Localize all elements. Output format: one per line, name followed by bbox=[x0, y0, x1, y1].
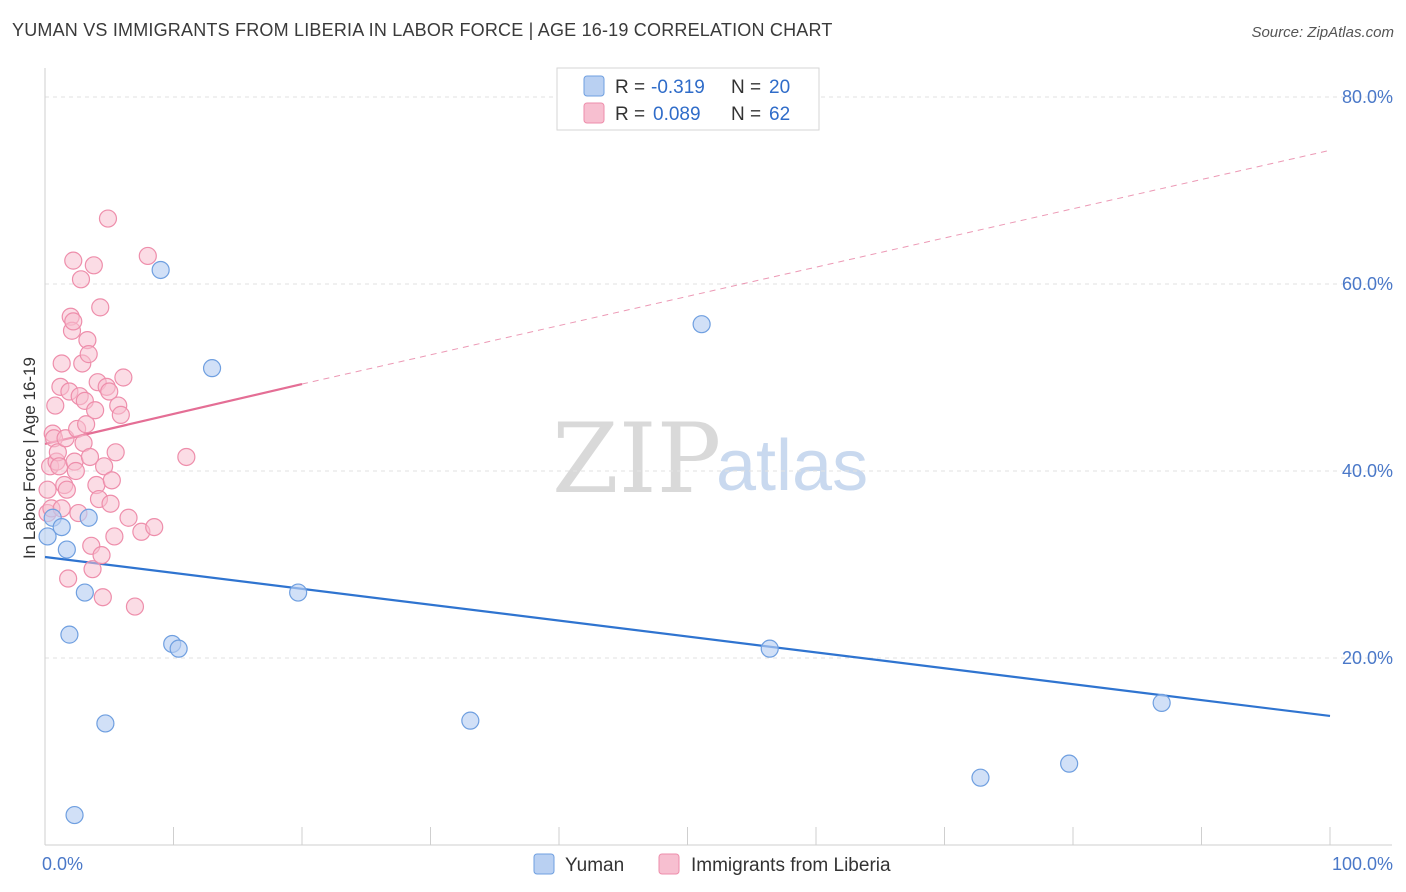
liberia-point bbox=[84, 256, 103, 275]
bottom-legend-yuman: Yuman bbox=[565, 855, 624, 876]
legend-n-label: N = bbox=[731, 104, 761, 125]
legend-r-label: R = bbox=[615, 77, 645, 98]
yuman-point bbox=[38, 527, 57, 546]
liberia-point bbox=[100, 382, 119, 401]
liberia-point bbox=[57, 480, 76, 499]
liberia-point bbox=[91, 298, 110, 317]
liberia-point bbox=[64, 251, 83, 270]
source-label: Source: ZipAtlas.com bbox=[1251, 24, 1394, 41]
yuman-point bbox=[75, 583, 94, 602]
liberia-point bbox=[102, 471, 121, 490]
chart-title: YUMAN VS IMMIGRANTS FROM LIBERIA IN LABO… bbox=[12, 20, 833, 40]
watermark-atlas: atlas bbox=[716, 426, 868, 506]
liberia-point bbox=[95, 457, 114, 476]
liberia-point bbox=[93, 588, 112, 607]
yuman-point bbox=[289, 583, 308, 602]
y-tick-label: 80.0% bbox=[1342, 87, 1393, 107]
liberia-point bbox=[138, 246, 157, 266]
liberia-point bbox=[177, 447, 196, 467]
yuman-trend-line bbox=[44, 555, 1331, 718]
legend-swatch-yuman bbox=[583, 75, 605, 97]
yuman-point bbox=[57, 540, 76, 559]
yuman-point bbox=[1152, 693, 1171, 712]
liberia-trend-line-extension bbox=[301, 149, 1331, 385]
yuman-point bbox=[692, 315, 711, 334]
liberia-point bbox=[38, 480, 57, 499]
liberia-point bbox=[80, 447, 100, 467]
yuman-point bbox=[79, 508, 98, 527]
liberia-point bbox=[66, 461, 85, 481]
legend-r-value: -0.319 bbox=[651, 77, 705, 98]
liberia-trend-line bbox=[44, 382, 303, 445]
series-legend: Yuman Immigrants from Liberia bbox=[533, 853, 891, 876]
liberia-point bbox=[114, 368, 133, 387]
bottom-legend-liberia: Immigrants from Liberia bbox=[691, 855, 891, 876]
yuman-point bbox=[169, 639, 188, 658]
liberia-point bbox=[50, 457, 69, 476]
liberia-point bbox=[106, 443, 125, 462]
liberia-point bbox=[86, 401, 105, 420]
liberia-point bbox=[71, 270, 91, 289]
liberia-point bbox=[119, 508, 138, 527]
liberia-point bbox=[111, 405, 130, 424]
liberia-point bbox=[105, 527, 124, 546]
liberia-point bbox=[59, 569, 78, 588]
liberia-point bbox=[125, 597, 145, 616]
liberia-point bbox=[52, 354, 71, 373]
yuman-point bbox=[52, 517, 71, 537]
gridlines bbox=[45, 96, 1392, 659]
liberia-point bbox=[83, 560, 102, 579]
yuman-point bbox=[60, 625, 79, 644]
liberia-point bbox=[92, 546, 111, 565]
yuman-point bbox=[971, 768, 990, 787]
liberia-point bbox=[64, 312, 83, 331]
liberia-point bbox=[145, 517, 164, 537]
liberia-point bbox=[77, 415, 96, 434]
x-tick-label: 0.0% bbox=[42, 854, 83, 874]
legend-n-label: N = bbox=[731, 77, 761, 98]
tick-labels: 20.0% 40.0% 60.0% 80.0% 0.0% 100.0% bbox=[42, 87, 1393, 874]
yuman-point bbox=[65, 805, 84, 825]
legend-n-value: 62 bbox=[769, 104, 790, 125]
y-tick-label: 20.0% bbox=[1342, 648, 1393, 668]
data-points bbox=[38, 209, 1171, 825]
yuman-point bbox=[96, 714, 115, 733]
correlation-legend: R = -0.319 N = 20 R = 0.089 N = 62 bbox=[556, 67, 820, 131]
liberia-point bbox=[79, 345, 98, 364]
legend-r-value: 0.089 bbox=[653, 104, 701, 125]
legend-swatch-liberia bbox=[583, 102, 605, 124]
liberia-point bbox=[101, 494, 120, 513]
trend-lines bbox=[44, 149, 1331, 718]
liberia-point bbox=[98, 209, 118, 228]
yuman-point bbox=[202, 359, 222, 378]
yuman-point bbox=[461, 711, 480, 730]
y-tick-label: 40.0% bbox=[1342, 461, 1393, 481]
legend-n-value: 20 bbox=[769, 77, 790, 98]
x-tick-label: 100.0% bbox=[1332, 854, 1393, 874]
watermark-zip: ZIP bbox=[552, 403, 721, 515]
bottom-legend-swatch-yuman bbox=[533, 853, 555, 875]
y-tick-label: 60.0% bbox=[1342, 274, 1393, 294]
yuman-point bbox=[151, 260, 170, 280]
yuman-point bbox=[760, 639, 779, 658]
liberia-point bbox=[46, 396, 65, 415]
axes bbox=[44, 68, 1392, 846]
yuman-point bbox=[1060, 754, 1079, 773]
y-axis-label: In Labor Force | Age 16-19 bbox=[20, 357, 39, 559]
legend-r-label: R = bbox=[615, 104, 645, 125]
bottom-legend-swatch-liberia bbox=[658, 853, 680, 875]
